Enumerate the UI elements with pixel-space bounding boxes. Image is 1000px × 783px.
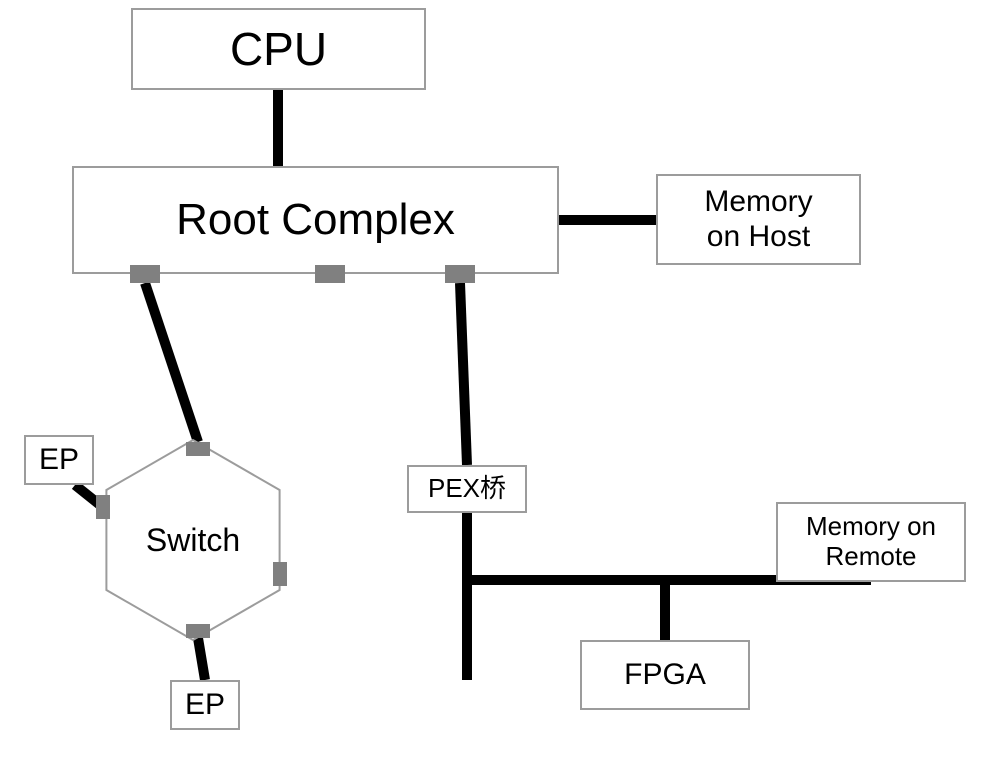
port (130, 265, 160, 283)
port (315, 265, 345, 283)
port (96, 495, 110, 519)
diagram-canvas: CPU Root Complex Memory on HostMemoryon … (0, 0, 1000, 783)
ep1-block: EP (24, 435, 94, 485)
edge (460, 283, 467, 465)
ep1-label: EP (39, 443, 79, 478)
switch-label: Switch (146, 522, 240, 559)
port (186, 442, 210, 456)
root-complex-block: Root Complex (72, 166, 559, 274)
port (186, 624, 210, 638)
cpu-label: CPU (230, 23, 327, 76)
fpga-label: FPGA (624, 658, 706, 693)
edge (145, 283, 198, 442)
edge (198, 638, 205, 680)
connector-lines (0, 0, 1000, 783)
memory-host-block: Memory on HostMemoryon Host (656, 174, 861, 265)
memory-remote-block: Memory on RemoteMemory onRemote (776, 502, 966, 582)
ep2-block: EP (170, 680, 240, 730)
memory-remote-label: Memory on RemoteMemory onRemote (806, 512, 936, 572)
port (445, 265, 475, 283)
fpga-block: FPGA (580, 640, 750, 710)
pex-bridge-block: PEX桥 (407, 465, 527, 513)
port (273, 562, 287, 586)
memory-host-label: Memory on HostMemoryon Host (704, 185, 812, 254)
switch-label-container: Switch (93, 440, 293, 640)
ep2-label: EP (185, 688, 225, 723)
cpu-block: CPU (131, 8, 426, 90)
root-complex-label: Root Complex (176, 195, 455, 246)
pex-bridge-label: PEX桥 (428, 474, 506, 504)
